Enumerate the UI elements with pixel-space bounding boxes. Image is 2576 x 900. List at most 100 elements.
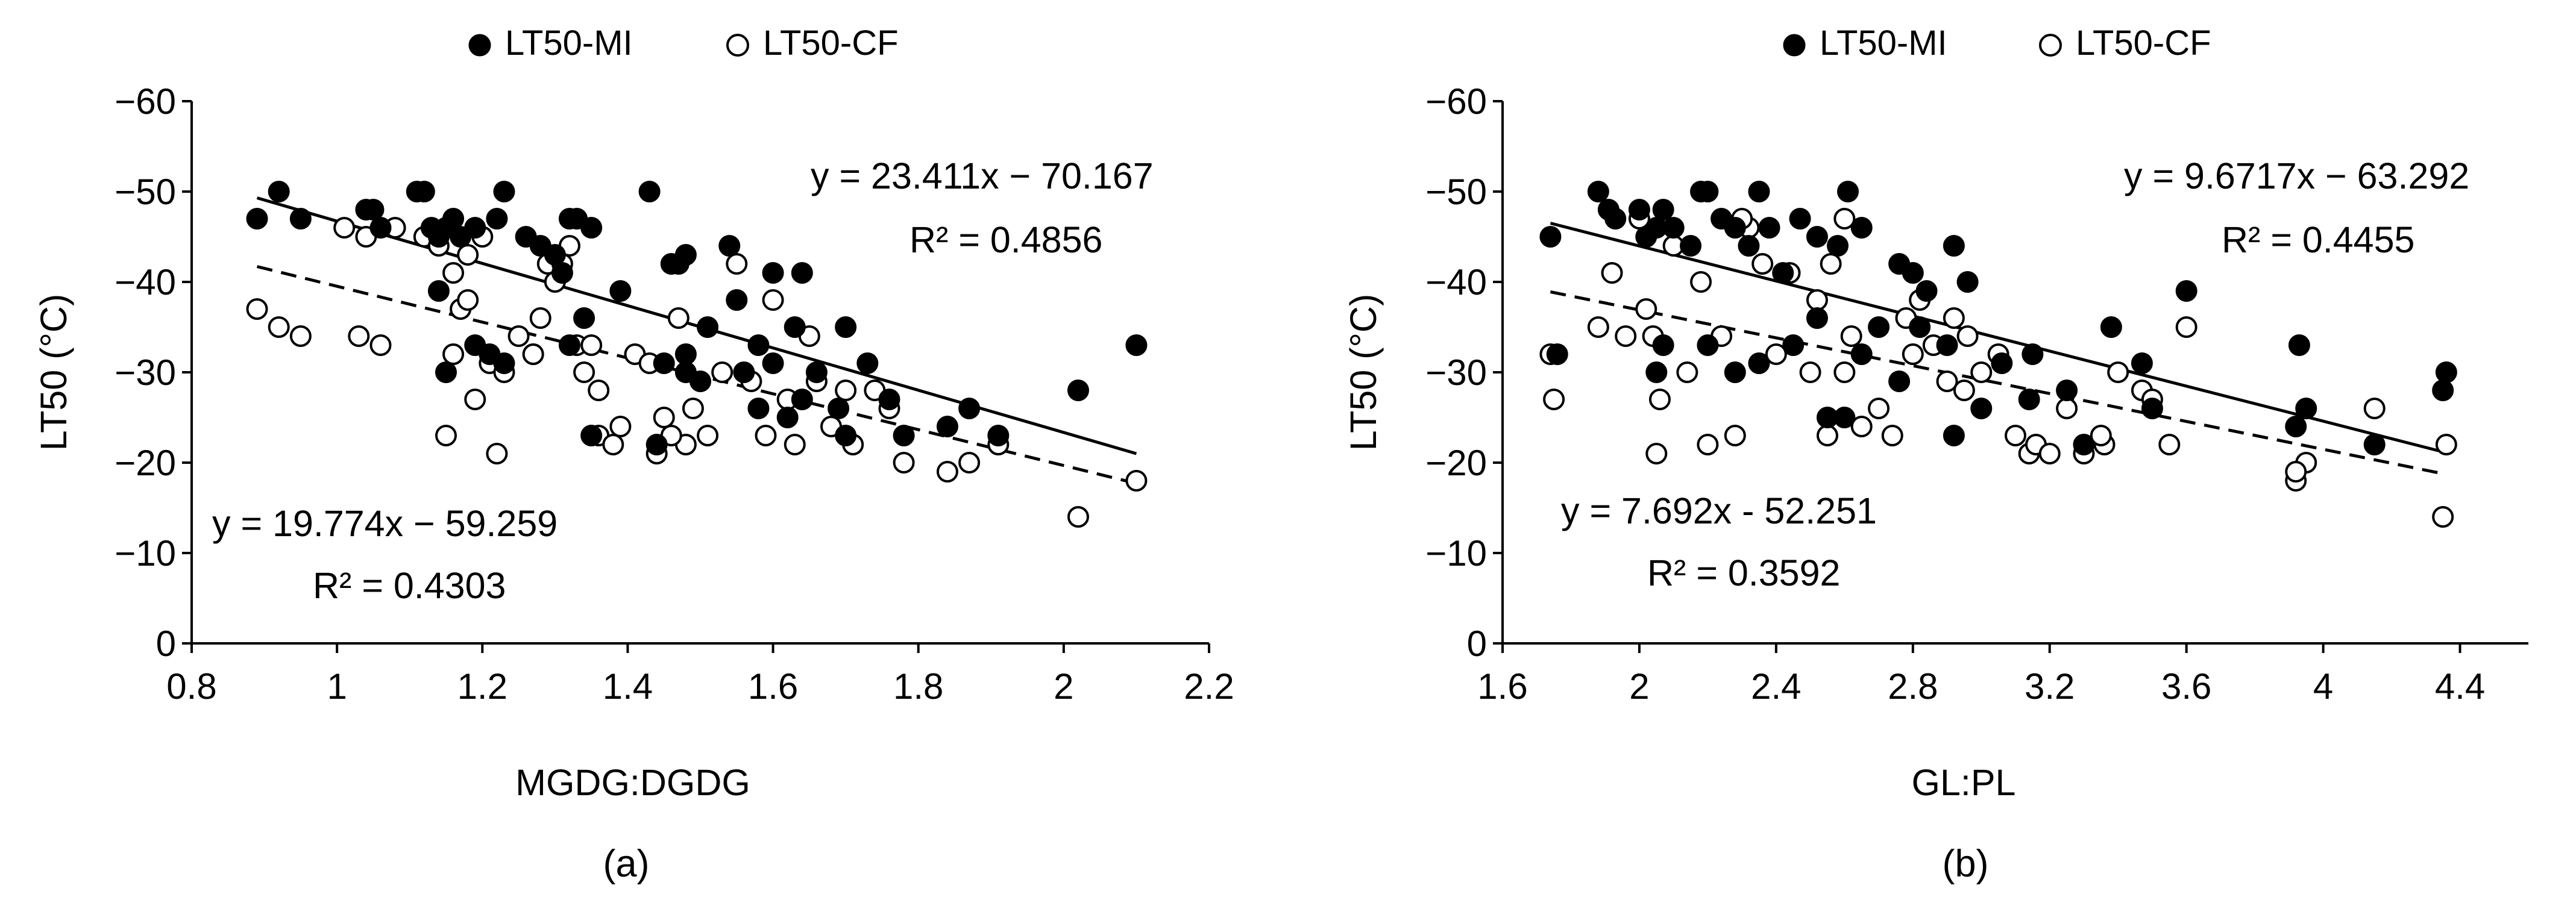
data-point-mi xyxy=(674,244,697,266)
data-point-mi xyxy=(1909,316,1931,338)
data-point-mi xyxy=(718,235,741,257)
data-point-cf xyxy=(697,425,719,446)
data-point-mi xyxy=(2131,352,2153,374)
data-point-cf xyxy=(1601,262,1623,284)
data-point-cf xyxy=(1690,271,1712,293)
data-point-cf xyxy=(1868,398,1890,419)
data-point-cf xyxy=(1125,470,1148,492)
legend-mi-marker-a xyxy=(468,34,491,57)
y-tick-label: −30 xyxy=(115,352,176,393)
data-point-cf xyxy=(464,389,486,410)
data-point-cf xyxy=(1956,325,1979,347)
data-point-mi xyxy=(1067,380,1089,401)
data-point-cf xyxy=(435,425,457,446)
legend-cf-label-b: LT50-CF xyxy=(2076,23,2211,63)
data-point-mi xyxy=(726,289,748,311)
y-tick-label: −20 xyxy=(1425,443,1487,483)
trendline-mi xyxy=(1550,222,2447,454)
data-point-mi xyxy=(1915,280,1938,302)
panel-label-a: (a) xyxy=(603,843,650,885)
y-axis-label-a: LT50 (°C) xyxy=(33,294,74,451)
data-point-cf xyxy=(1648,389,1671,410)
data-point-cf xyxy=(653,407,675,428)
data-point-mi xyxy=(1772,262,1794,284)
data-point-cf xyxy=(2158,434,2181,455)
data-point-mi xyxy=(1125,334,1148,356)
data-point-cf xyxy=(522,343,544,365)
y-tick-label: 0 xyxy=(156,623,176,664)
data-point-mi xyxy=(646,434,668,455)
data-point-mi xyxy=(1748,181,1770,202)
data-point-mi xyxy=(369,217,392,239)
x-tick-label: 4.4 xyxy=(2435,666,2485,707)
data-point-mi xyxy=(828,398,850,419)
data-point-mi xyxy=(1806,226,1828,248)
data-point-mi xyxy=(493,181,515,202)
data-points-b xyxy=(1539,181,2457,528)
data-point-cf xyxy=(442,262,465,284)
x-tick-label: 2.2 xyxy=(1184,666,1234,707)
x-tick-label: 2 xyxy=(1054,666,1073,707)
data-point-mi xyxy=(1680,235,1702,257)
y-tick-label: −50 xyxy=(115,172,176,212)
x-tick-label: 1.8 xyxy=(893,666,943,707)
data-point-mi xyxy=(442,208,465,230)
data-point-mi xyxy=(427,280,450,302)
data-point-mi xyxy=(1604,208,1627,230)
r2-cf-b: R² = 0.3592 xyxy=(1647,552,1840,593)
y-tick-label: −60 xyxy=(1425,81,1487,122)
legend-cf-label-a: LT50-CF xyxy=(763,23,899,63)
data-point-mi xyxy=(413,181,435,202)
data-point-mi xyxy=(2432,380,2454,401)
data-point-cf xyxy=(588,380,610,401)
data-point-mi xyxy=(958,398,981,419)
data-point-mi xyxy=(1652,334,1674,356)
data-point-mi xyxy=(1888,370,1911,392)
data-point-mi xyxy=(893,425,915,446)
ticks-b: −60 −50 −40 −30 −20 −10 01.6 2 2.4 2.8 3.2 3.6 4 4.4 xyxy=(1425,81,2485,707)
equation-mi-b: y = 9.6717x − 63.292 xyxy=(2124,155,2469,196)
data-point-mi xyxy=(1837,181,1859,202)
legend-mi-marker-b xyxy=(1783,34,1806,57)
x-tick-label: 1.2 xyxy=(457,666,507,707)
data-point-mi xyxy=(1936,334,1958,356)
legend-a: LT50-MI LT50-CF xyxy=(468,23,899,63)
x-tick-label: 0.8 xyxy=(166,666,216,707)
data-point-mi xyxy=(1645,361,1668,383)
y-tick-label: −10 xyxy=(1425,533,1487,573)
data-point-mi xyxy=(1738,235,1760,257)
x-tick-label: 2 xyxy=(1629,666,1649,707)
data-point-mi xyxy=(1628,199,1650,220)
data-point-cf xyxy=(1543,389,1565,410)
data-point-mi xyxy=(493,352,515,374)
data-point-cf xyxy=(2107,361,2129,383)
panel-b: LT50-MI LT50-CF −60 −50 −40 −30 −20 −10 01.6 2 2… xyxy=(1343,23,2528,885)
data-point-cf xyxy=(2363,398,2386,419)
data-point-cf xyxy=(1799,361,1821,383)
data-point-mi xyxy=(1806,307,1828,329)
data-point-cf xyxy=(333,217,356,239)
data-point-mi xyxy=(674,343,697,365)
data-point-mi xyxy=(835,425,857,446)
data-point-cf xyxy=(1881,425,1903,446)
data-point-mi xyxy=(1782,334,1805,356)
data-point-mi xyxy=(1724,217,1746,239)
x-tick-label: 1 xyxy=(327,666,347,707)
data-point-cf xyxy=(268,316,290,338)
data-point-cf xyxy=(2285,461,2307,483)
data-point-cf xyxy=(1850,416,1873,437)
data-point-mi xyxy=(690,370,711,392)
data-point-mi xyxy=(2073,434,2095,455)
x-tick-label: 1.6 xyxy=(1477,666,1527,707)
legend-cf-marker-a xyxy=(726,34,749,57)
data-point-cf xyxy=(602,434,624,455)
data-point-mi xyxy=(464,217,486,239)
legend-mi-label-b: LT50-MI xyxy=(1820,23,1947,63)
equation-mi-a: y = 23.411x − 70.167 xyxy=(811,155,1154,196)
y-tick-label: −40 xyxy=(1425,262,1487,302)
data-point-mi xyxy=(1850,217,1873,239)
data-point-cf xyxy=(1936,370,1958,392)
data-point-cf xyxy=(2435,434,2457,455)
data-point-cf xyxy=(1970,361,1993,383)
